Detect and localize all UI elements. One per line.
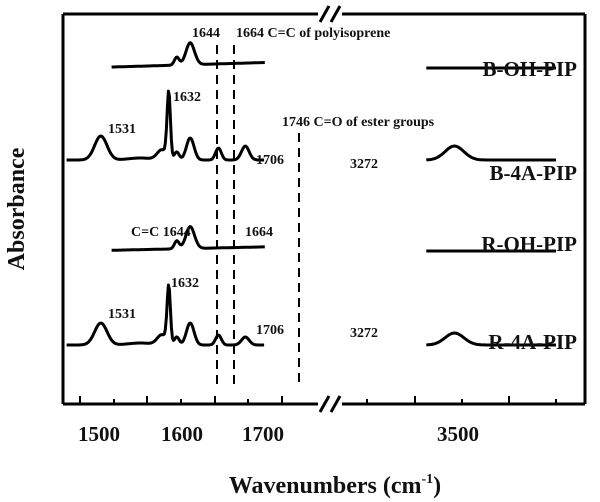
ann-b4a-1706: 1706 <box>256 153 284 168</box>
x-tick-label: 1700 <box>242 422 284 446</box>
axis-break-bottom <box>318 395 342 413</box>
x-tick-marks <box>79 396 557 404</box>
spectrum-b-oh-pip-left <box>111 41 266 69</box>
x-tick-labels: 1500 1600 1700 3500 <box>78 422 479 446</box>
x-tick-label: 3500 <box>437 422 479 446</box>
series-labels: B-OH-PIP B-4A-PIP R-OH-PIP R-4A-PIP <box>481 57 577 354</box>
ann-r-oh-1644: C=C 1644 <box>131 225 191 240</box>
spectrum-r-4a-pip-left <box>66 283 265 347</box>
ann-r-oh-1664: 1664 <box>245 225 273 240</box>
ann-r4a-3272: 3272 <box>350 326 378 341</box>
x-axis-title: Wavenumbers (cm-1) <box>229 472 441 499</box>
spectrum-b-4a-pip-right <box>426 144 556 162</box>
spectrum-r-4a-pip-right <box>426 331 556 347</box>
spectrum-r-oh-pip-left <box>111 225 266 252</box>
series-label-b-4a-pip: B-4A-PIP <box>490 161 578 185</box>
ann-r4a-1632: 1632 <box>171 276 199 291</box>
ann-b4a-1531: 1531 <box>108 122 136 137</box>
ann-r4a-1706: 1706 <box>256 323 284 338</box>
reference-lines <box>216 45 300 388</box>
series-label-r-4a-pip: R-4A-PIP <box>488 330 577 354</box>
ann-b-oh-1644: 1644 <box>192 26 220 41</box>
ann-r4a-1531: 1531 <box>108 307 136 322</box>
x-tick-label: 1600 <box>161 422 203 446</box>
spectra-group <box>66 41 556 347</box>
y-axis-title: Absorbance <box>4 147 30 270</box>
axis-break-top <box>318 5 342 23</box>
series-label-b-oh-pip: B-OH-PIP <box>483 57 578 81</box>
ann-b4a-1632: 1632 <box>173 90 201 105</box>
ann-b4a-1746: 1746 C=O of ester groups <box>282 115 435 130</box>
ann-b-oh-1664: 1664 C=C of polyisoprene <box>236 26 390 41</box>
spectrum-b-4a-pip-left <box>66 89 265 162</box>
peak-annotations: 1644 1664 C=C of polyisoprene 1632 1531 … <box>108 26 435 341</box>
series-label-r-oh-pip: R-OH-PIP <box>481 232 577 256</box>
plot-frame <box>61 12 587 406</box>
x-tick-label: 1500 <box>78 422 120 446</box>
ann-b4a-3272: 3272 <box>350 157 378 172</box>
